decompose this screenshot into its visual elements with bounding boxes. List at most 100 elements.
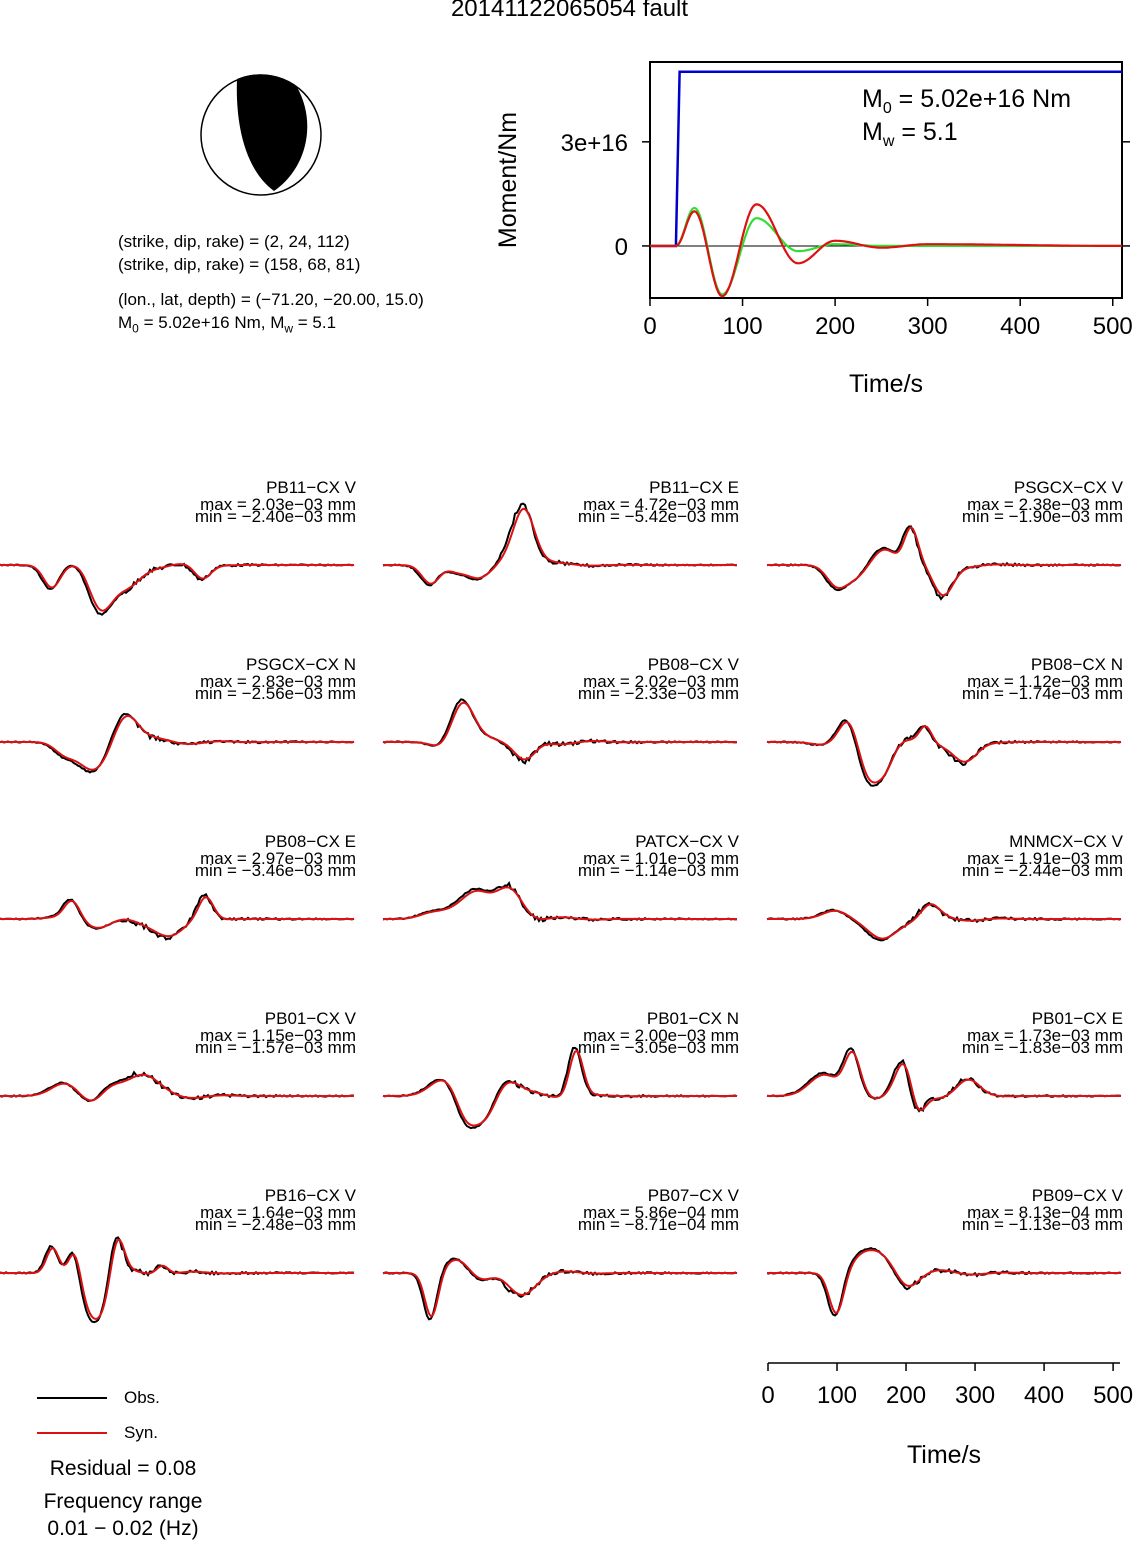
moment-rate-red-line <box>650 203 1122 298</box>
station-min-amplitude: min = −1.90e−03 mm <box>961 507 1123 526</box>
station-min-amplitude: min = −8.71e−04 mm <box>577 1215 739 1234</box>
station-max-amplitude: max = 2.00e−03 mm <box>583 1026 739 1045</box>
station-name: PB08−CX N <box>1030 655 1123 674</box>
station-min-amplitude: min = −2.40e−03 mm <box>194 507 356 526</box>
synthetic-trace <box>0 1073 354 1102</box>
waveform-plot <box>0 1236 354 1324</box>
station-name: PB01−CX V <box>264 1009 356 1028</box>
nodal-plane-1: (strike, dip, rake) = (2, 24, 112) <box>118 232 350 251</box>
observed-trace <box>0 562 355 616</box>
station-max-amplitude: max = 2.97e−03 mm <box>200 849 356 868</box>
moment-x-tick-label: 0 <box>643 313 656 340</box>
station-name: PSGCX−CX N <box>245 655 356 674</box>
moment-y-tick-label: 0 <box>615 234 628 261</box>
waveform-plot <box>382 1257 738 1321</box>
waveform-plot <box>0 1070 355 1103</box>
legend-obs-label: Obs. <box>124 1388 160 1407</box>
station-name: MNMCX−CX V <box>1009 832 1123 851</box>
observed-trace <box>766 525 1122 601</box>
nodal-plane-2: (strike, dip, rake) = (158, 68, 81) <box>118 255 361 274</box>
waveform-x-axis-label: Time/s <box>907 1441 981 1465</box>
waveform-x-tick-label: 500 <box>1093 1382 1133 1409</box>
station-max-amplitude: max = 2.83e−03 mm <box>200 672 356 691</box>
legend-syn-line <box>37 1432 107 1434</box>
frequency-range-label: Frequency range <box>43 1490 203 1513</box>
moment-chart-m0-label: M0 = 5.02e+16 Nm <box>862 85 1072 117</box>
moment-x-tick-label: 300 <box>908 313 948 340</box>
waveform-plot <box>0 712 355 774</box>
station-max-amplitude: max = 1.12e−03 mm <box>967 672 1123 691</box>
station-name: PB08−CX V <box>647 655 739 674</box>
synthetic-trace <box>767 526 1121 597</box>
synthetic-trace <box>0 714 354 771</box>
synthetic-trace <box>0 895 354 938</box>
synthetic-trace <box>767 1249 1121 1314</box>
station-name: PSGCX−CX V <box>1013 478 1123 497</box>
station-name: PB01−CX N <box>646 1009 739 1028</box>
moment-x-tick-label: 500 <box>1093 313 1133 340</box>
station-min-amplitude: min = −1.14e−03 mm <box>577 861 739 880</box>
moment-x-tick-label: 400 <box>1000 313 1040 340</box>
moment-x-tick-label: 200 <box>815 313 855 340</box>
waveform-x-tick-label: 200 <box>886 1382 926 1409</box>
station-min-amplitude: min = −3.46e−03 mm <box>194 861 356 880</box>
station-max-amplitude: max = 1.91e−03 mm <box>967 849 1123 868</box>
waveform-x-tick-label: 0 <box>761 1382 774 1409</box>
waveform-plot <box>0 892 355 941</box>
beachball-compressional-quadrant <box>236 74 308 191</box>
waveform-plot <box>382 502 737 587</box>
waveform-plot <box>0 562 355 616</box>
focal-mechanism-beachball <box>200 74 322 196</box>
observed-trace <box>382 502 737 587</box>
station-max-amplitude: max = 1.64e−03 mm <box>200 1203 356 1222</box>
synthetic-trace <box>767 1050 1121 1112</box>
station-name: PB09−CX V <box>1031 1186 1123 1205</box>
station-name: PB11−CX E <box>649 478 739 497</box>
station-min-amplitude: min = −2.44e−03 mm <box>961 861 1123 880</box>
synthetic-trace <box>0 1238 354 1321</box>
waveform-plot <box>382 698 738 765</box>
waveform-plot <box>766 719 1122 787</box>
station-max-amplitude: max = 1.01e−03 mm <box>583 849 739 868</box>
observed-trace <box>766 1247 1122 1317</box>
moment-rate-green-line <box>650 206 1122 296</box>
station-max-amplitude: max = 2.03e−03 mm <box>200 495 356 514</box>
station-min-amplitude: min = −1.13e−03 mm <box>961 1215 1123 1234</box>
station-max-amplitude: max = 1.15e−03 mm <box>200 1026 356 1045</box>
observed-trace <box>766 901 1122 942</box>
station-name: PB11−CX V <box>266 478 356 497</box>
waveform-plot <box>766 901 1122 942</box>
observed-trace <box>382 1046 738 1130</box>
station-name: PB16−CX V <box>264 1186 356 1205</box>
legend-syn-label: Syn. <box>124 1423 159 1442</box>
waveform-plot <box>766 525 1122 601</box>
frequency-range-value: 0.01 − 0.02 (Hz) <box>47 1517 199 1540</box>
moment-y-tick-label: 3e+16 <box>561 130 628 157</box>
station-min-amplitude: min = −1.57e−03 mm <box>194 1038 356 1057</box>
station-min-amplitude: min = −2.33e−03 mm <box>577 684 739 703</box>
waveform-plot <box>766 1047 1122 1113</box>
synthetic-trace <box>383 701 737 761</box>
station-name: PB07−CX V <box>647 1186 739 1205</box>
moment-magnitude-info: M0 = 5.02e+16 Nm, Mw = 5.1 <box>118 313 337 336</box>
page-title: 20141122065054 fault <box>450 0 689 22</box>
synthetic-trace <box>383 507 737 585</box>
observed-trace <box>766 1047 1122 1113</box>
moment-chart: 0 100 200 300 400 500 0 3e+16 Time/s Moment/Nm <box>494 61 1133 398</box>
synthetic-trace <box>383 1259 737 1318</box>
station-name: PATCX−CX V <box>635 832 739 851</box>
station-name: PB08−CX E <box>264 832 356 851</box>
moment-plot-frame <box>649 61 1123 299</box>
station-min-amplitude: min = −1.83e−03 mm <box>961 1038 1123 1057</box>
moment-chart-mw-label: Mw = 5.1 <box>862 118 958 150</box>
moment-x-axis-label: Time/s <box>849 370 923 398</box>
